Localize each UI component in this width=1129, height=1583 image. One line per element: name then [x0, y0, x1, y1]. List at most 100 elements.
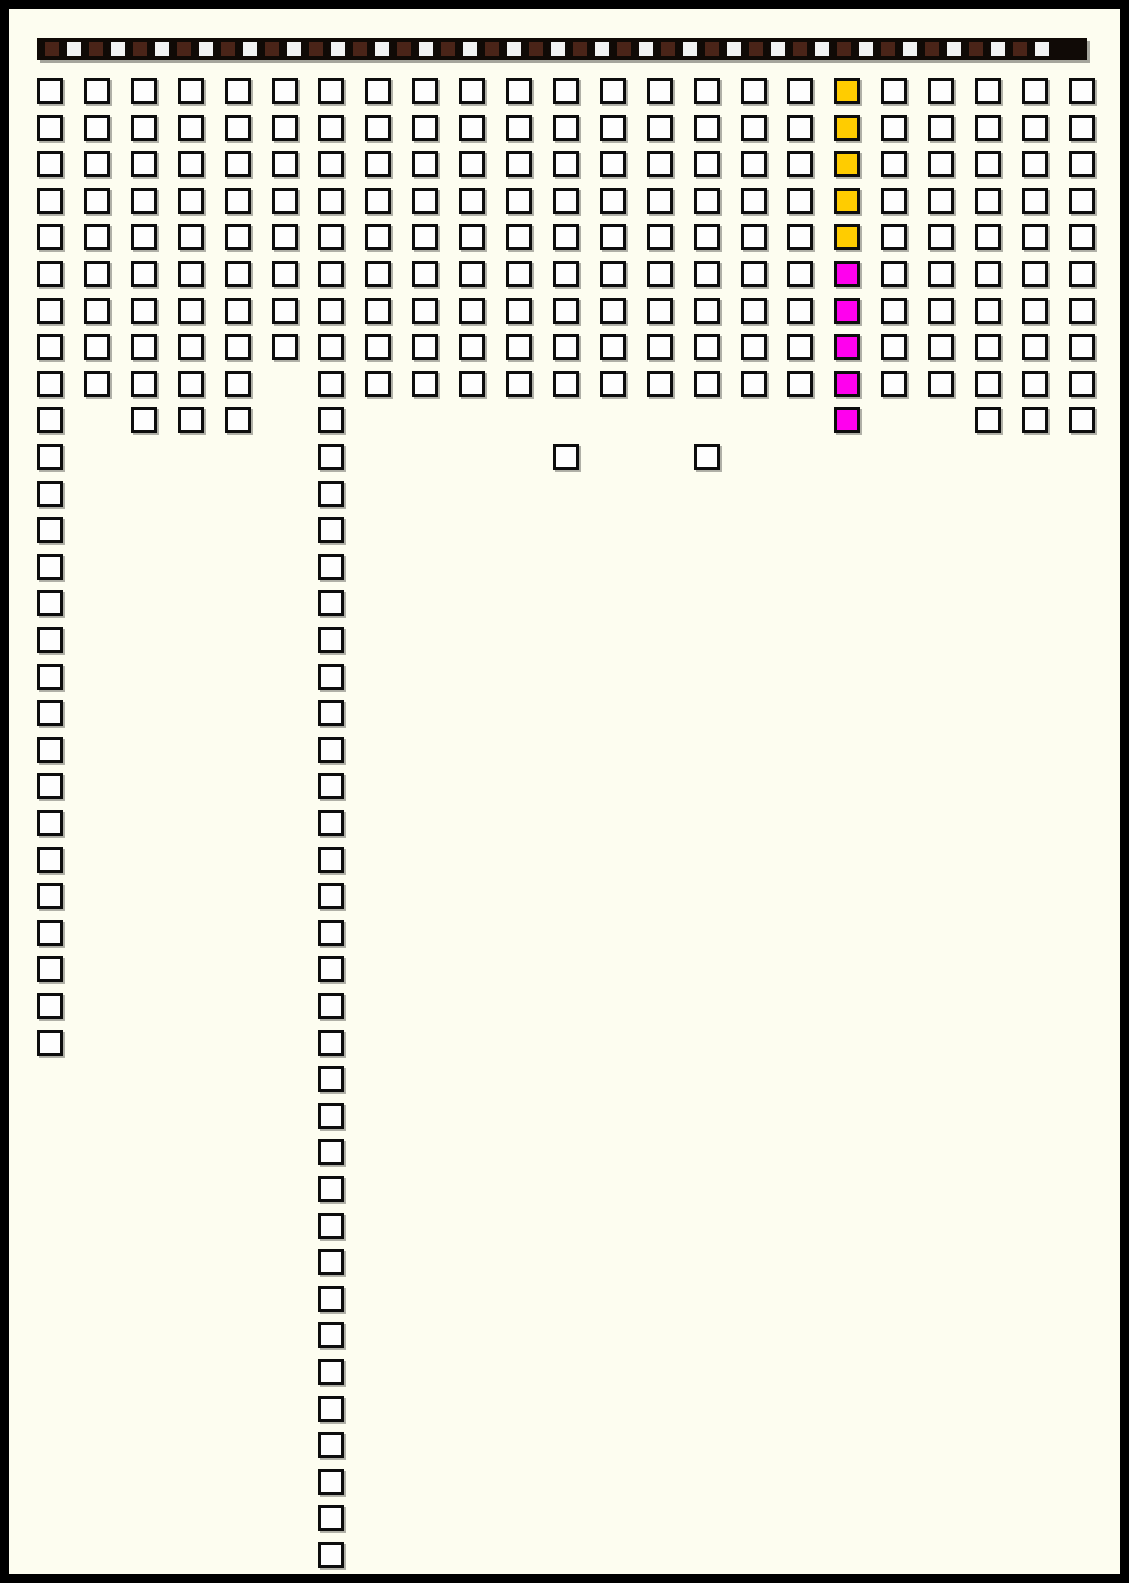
tile-cell[interactable] — [1069, 188, 1095, 214]
tile-cell[interactable] — [600, 334, 626, 360]
tile-cell[interactable] — [412, 224, 438, 250]
tile-cell[interactable] — [1022, 224, 1048, 250]
tile-cell[interactable] — [600, 188, 626, 214]
tile-cell[interactable] — [694, 444, 720, 470]
tile-cell[interactable] — [928, 78, 954, 104]
tile-cell[interactable] — [37, 883, 63, 909]
tile-cell[interactable] — [787, 188, 813, 214]
tile-cell[interactable] — [412, 188, 438, 214]
tile-cell[interactable] — [1022, 78, 1048, 104]
tile-cell[interactable] — [1069, 334, 1095, 360]
tile-cell[interactable] — [131, 407, 157, 433]
tile-cell[interactable] — [84, 78, 110, 104]
tile-cell[interactable] — [178, 188, 204, 214]
tile-cell[interactable] — [787, 115, 813, 141]
tile-cell[interactable] — [1069, 261, 1095, 287]
tile-cell[interactable] — [975, 334, 1001, 360]
tile-cell[interactable] — [1069, 78, 1095, 104]
tile-cell[interactable] — [37, 737, 63, 763]
tile-cell[interactable] — [318, 517, 344, 543]
tile-cell[interactable] — [975, 224, 1001, 250]
tile-cell[interactable] — [131, 151, 157, 177]
tile-cell[interactable] — [225, 334, 251, 360]
tile-cell[interactable] — [318, 224, 344, 250]
tile-cell[interactable] — [553, 224, 579, 250]
tile-cell-gold[interactable] — [834, 78, 860, 104]
tile-cell[interactable] — [318, 590, 344, 616]
tile-cell[interactable] — [1022, 115, 1048, 141]
tile-cell[interactable] — [459, 261, 485, 287]
tile-cell[interactable] — [1022, 371, 1048, 397]
tile-cell[interactable] — [553, 115, 579, 141]
tile-cell[interactable] — [787, 261, 813, 287]
tile-cell[interactable] — [318, 737, 344, 763]
tile-cell[interactable] — [37, 700, 63, 726]
tile-cell[interactable] — [131, 261, 157, 287]
tile-cell[interactable] — [975, 115, 1001, 141]
tile-cell[interactable] — [37, 151, 63, 177]
tile-cell[interactable] — [881, 224, 907, 250]
tile-cell[interactable] — [318, 1469, 344, 1495]
tile-cell[interactable] — [787, 224, 813, 250]
tile-cell[interactable] — [318, 1359, 344, 1385]
tile-cell[interactable] — [412, 261, 438, 287]
tile-cell[interactable] — [1069, 298, 1095, 324]
tile-cell[interactable] — [694, 151, 720, 177]
tile-cell[interactable] — [272, 151, 298, 177]
tile-cell[interactable] — [881, 334, 907, 360]
tile-cell[interactable] — [37, 810, 63, 836]
tile-cell[interactable] — [975, 78, 1001, 104]
tile-cell[interactable] — [1022, 407, 1048, 433]
tile-cell[interactable] — [37, 481, 63, 507]
tile-cell[interactable] — [1022, 188, 1048, 214]
tile-cell[interactable] — [37, 444, 63, 470]
tile-cell[interactable] — [37, 188, 63, 214]
tile-cell[interactable] — [318, 1249, 344, 1275]
tile-cell[interactable] — [84, 224, 110, 250]
tile-cell[interactable] — [459, 224, 485, 250]
tile-cell[interactable] — [647, 151, 673, 177]
tile-cell[interactable] — [318, 700, 344, 726]
tile-cell[interactable] — [741, 334, 767, 360]
tile-cell[interactable] — [365, 334, 391, 360]
tile-cell[interactable] — [506, 224, 532, 250]
tile-cell-magenta[interactable] — [834, 371, 860, 397]
tile-cell[interactable] — [318, 1286, 344, 1312]
tile-cell[interactable] — [881, 115, 907, 141]
tile-cell[interactable] — [1022, 261, 1048, 287]
tile-cell[interactable] — [178, 78, 204, 104]
tile-cell[interactable] — [553, 261, 579, 287]
tile-cell-gold[interactable] — [834, 188, 860, 214]
tile-cell[interactable] — [506, 151, 532, 177]
tile-cell[interactable] — [694, 261, 720, 287]
tile-cell[interactable] — [37, 115, 63, 141]
tile-cell[interactable] — [178, 371, 204, 397]
tile-cell[interactable] — [272, 298, 298, 324]
tile-cell[interactable] — [694, 224, 720, 250]
tile-cell[interactable] — [881, 78, 907, 104]
tile-cell[interactable] — [37, 920, 63, 946]
tile-cell[interactable] — [272, 334, 298, 360]
tile-cell[interactable] — [647, 298, 673, 324]
tile-cell[interactable] — [272, 115, 298, 141]
tile-cell[interactable] — [928, 115, 954, 141]
tile-cell[interactable] — [37, 407, 63, 433]
tile-cell[interactable] — [928, 261, 954, 287]
tile-cell[interactable] — [506, 334, 532, 360]
tile-cell[interactable] — [318, 956, 344, 982]
tile-cell[interactable] — [459, 371, 485, 397]
tile-cell[interactable] — [318, 444, 344, 470]
tile-cell[interactable] — [412, 78, 438, 104]
tile-cell[interactable] — [131, 115, 157, 141]
tile-cell[interactable] — [178, 334, 204, 360]
tile-cell[interactable] — [318, 1066, 344, 1092]
tile-cell[interactable] — [225, 298, 251, 324]
tile-cell[interactable] — [272, 261, 298, 287]
tile-cell[interactable] — [600, 115, 626, 141]
tile-cell[interactable] — [37, 554, 63, 580]
tile-cell[interactable] — [975, 298, 1001, 324]
tile-cell[interactable] — [881, 298, 907, 324]
tile-cell[interactable] — [647, 78, 673, 104]
tile-cell[interactable] — [84, 115, 110, 141]
tile-cell[interactable] — [225, 261, 251, 287]
